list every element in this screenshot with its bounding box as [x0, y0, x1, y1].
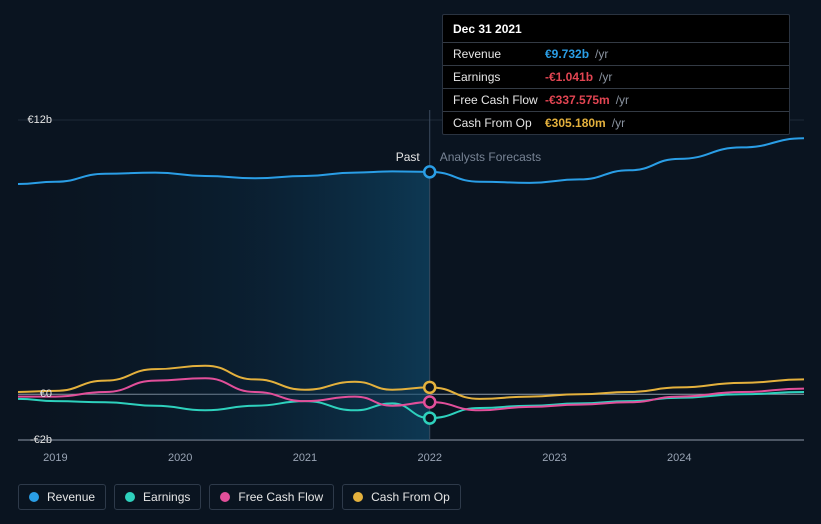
legend-item-label: Revenue [47, 490, 95, 504]
forecast-label: Analysts Forecasts [440, 150, 541, 164]
legend-item-earnings[interactable]: Earnings [114, 484, 201, 510]
revenue-forecast-chart: €12b €0 -€2b 2019 2020 2021 2022 2023 2024 Past… [0, 0, 821, 524]
legend-item-cfo[interactable]: Cash From Op [342, 484, 461, 510]
chart-legend: Revenue Earnings Free Cash Flow Cash From O… [18, 484, 461, 510]
x-axis-label: 2023 [542, 452, 566, 464]
tooltip-row: Revenue€9.732b/yr [443, 43, 789, 66]
legend-dot-icon [353, 492, 363, 502]
tooltip-row-suffix: /yr [595, 47, 608, 61]
y-axis-label: €12b [28, 114, 52, 126]
legend-item-revenue[interactable]: Revenue [18, 484, 106, 510]
tooltip-row-value: €9.732b [545, 47, 589, 61]
tooltip-date: Dec 31 2021 [443, 15, 789, 43]
x-axis-label: 2021 [293, 452, 317, 464]
tooltip-row-label: Free Cash Flow [453, 93, 545, 107]
tooltip-row-label: Revenue [453, 47, 545, 61]
legend-item-label: Earnings [143, 490, 190, 504]
tooltip-row-value: €305.180m [545, 116, 606, 130]
legend-item-label: Cash From Op [371, 490, 450, 504]
legend-dot-icon [29, 492, 39, 502]
legend-item-label: Free Cash Flow [238, 490, 323, 504]
tooltip-row-suffix: /yr [612, 116, 625, 130]
tooltip-row-value: -€337.575m [545, 93, 610, 107]
chart-tooltip: Dec 31 2021 Revenue€9.732b/yrEarnings-€1… [442, 14, 790, 135]
x-axis-label: 2022 [417, 452, 441, 464]
tooltip-row-suffix: /yr [616, 93, 629, 107]
past-label: Past [396, 150, 420, 164]
tooltip-row-label: Cash From Op [453, 116, 545, 130]
tooltip-row: Free Cash Flow-€337.575m/yr [443, 89, 789, 112]
legend-dot-icon [220, 492, 230, 502]
y-axis-label: €0 [40, 388, 52, 400]
tooltip-row-label: Earnings [453, 70, 545, 84]
tooltip-row-suffix: /yr [599, 70, 612, 84]
x-axis-label: 2024 [667, 452, 691, 464]
x-axis-label: 2020 [168, 452, 192, 464]
y-axis-label: -€2b [30, 434, 52, 446]
legend-item-fcf[interactable]: Free Cash Flow [209, 484, 334, 510]
x-axis-label: 2019 [43, 452, 67, 464]
legend-dot-icon [125, 492, 135, 502]
tooltip-row: Cash From Op€305.180m/yr [443, 112, 789, 134]
tooltip-row-value: -€1.041b [545, 70, 593, 84]
tooltip-row: Earnings-€1.041b/yr [443, 66, 789, 89]
